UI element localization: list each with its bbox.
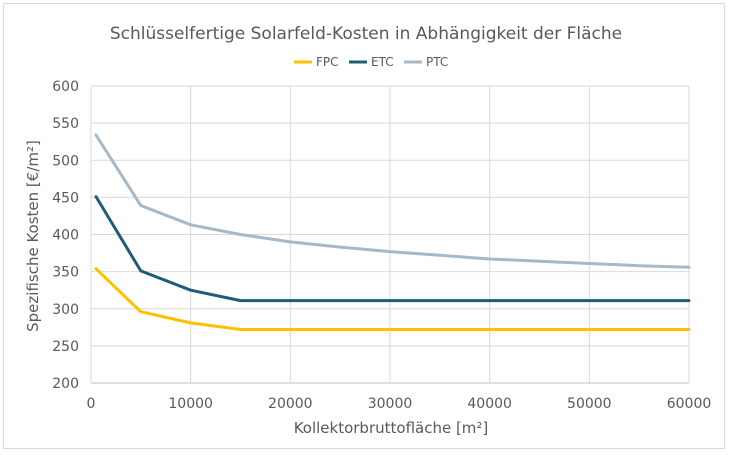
x-axis-label: Kollektorbruttofläche [m²] <box>294 419 489 437</box>
x-tick-label: 10000 <box>168 396 213 412</box>
legend-label-fpc: FPC <box>316 55 339 69</box>
x-tick-label: 0 <box>87 396 96 412</box>
legend-label-etc: ETC <box>371 55 394 69</box>
series-line-fpc <box>94 267 691 331</box>
y-axis-label: Spezifische Kosten [€/m²] <box>24 140 42 332</box>
chart-title: Schlüsselfertige Solarfeld-Kosten in Abh… <box>110 24 622 44</box>
y-tick-labels: 200 250 300 350 400 450 500 550 600 <box>52 79 79 392</box>
line-chart: Schlüsselfertige Solarfeld-Kosten in Abh… <box>24 24 712 437</box>
y-tick-label: 500 <box>52 153 79 169</box>
y-tick-label: 300 <box>52 302 79 318</box>
x-tick-label: 30000 <box>368 396 413 412</box>
y-tick-label: 400 <box>52 228 79 244</box>
x-tick-label: 20000 <box>268 396 313 412</box>
axes <box>90 86 689 384</box>
series-lines <box>94 133 691 331</box>
y-tick-label: 200 <box>52 376 79 392</box>
series-line-ptc <box>94 133 691 269</box>
y-tick-label: 600 <box>52 79 79 95</box>
grid-lines <box>91 85 690 383</box>
y-tick-label: 550 <box>52 116 79 132</box>
legend-label-ptc: PTC <box>426 55 448 69</box>
y-tick-label: 450 <box>52 190 79 206</box>
legend: FPC ETC PTC <box>294 55 448 69</box>
y-tick-label: 250 <box>52 339 79 355</box>
series-line-etc <box>94 195 691 303</box>
x-tick-label: 60000 <box>667 396 712 412</box>
chart-frame: Schlüsselfertige Solarfeld-Kosten in Abh… <box>3 3 725 449</box>
x-tick-label: 50000 <box>567 396 612 412</box>
x-tick-label: 40000 <box>467 396 512 412</box>
x-tick-labels: 0 10000 20000 30000 40000 50000 60000 <box>87 396 712 412</box>
y-tick-label: 350 <box>52 265 79 281</box>
